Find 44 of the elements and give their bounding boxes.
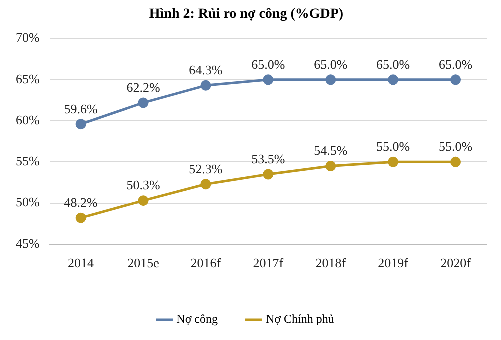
- x-tick-label: 2018f: [316, 256, 347, 271]
- data-label: 65.0%: [376, 56, 410, 72]
- point: [200, 80, 212, 91]
- point: [326, 161, 336, 172]
- point: [138, 196, 149, 206]
- x-tick-label: 2015e: [128, 256, 160, 271]
- data-label: 55.0%: [376, 139, 410, 154]
- x-tick-label: 2014: [68, 256, 95, 271]
- chart-title: Hình 2: Rủi ro nợ công (%GDP): [149, 7, 344, 22]
- data-label: 55.0%: [438, 139, 473, 154]
- x-tick-label: 2020f: [440, 256, 472, 271]
- data-label: 65.0%: [438, 56, 473, 72]
- data-label: 52.3%: [189, 161, 223, 176]
- legend-label: Nợ Chính phủ: [266, 312, 334, 326]
- data-label: 53.5%: [252, 151, 286, 166]
- x-tick-label: 2016f: [190, 256, 222, 271]
- data-label: 59.6%: [64, 101, 98, 116]
- point: [450, 74, 462, 86]
- y-tick-label: 70%: [16, 30, 40, 46]
- y-tick-label: 45%: [16, 236, 40, 251]
- y-tick-label: 60%: [16, 112, 40, 128]
- data-label: 62.2%: [126, 80, 160, 95]
- point: [200, 179, 212, 190]
- point: [138, 98, 149, 108]
- data-label: 65.0%: [252, 56, 286, 72]
- data-label: 54.5%: [314, 143, 348, 158]
- y-tick-label: 55%: [16, 154, 40, 169]
- point: [450, 156, 462, 168]
- data-label: 64.3%: [189, 62, 223, 78]
- point: [76, 119, 86, 130]
- legend-label: Nợ công: [176, 312, 218, 326]
- data-label: 65.0%: [314, 56, 348, 72]
- point: [388, 74, 399, 86]
- y-tick-label: 50%: [16, 194, 40, 210]
- y-tick-label: 65%: [16, 71, 40, 86]
- data-label: 50.3%: [126, 178, 160, 193]
- point: [263, 169, 274, 180]
- point: [76, 212, 86, 224]
- x-tick-label: 2017f: [253, 256, 284, 271]
- point: [388, 156, 399, 168]
- point: [326, 74, 336, 86]
- x-tick-label: 2019f: [378, 256, 410, 271]
- data-label: 48.2%: [64, 195, 98, 210]
- point: [263, 74, 274, 86]
